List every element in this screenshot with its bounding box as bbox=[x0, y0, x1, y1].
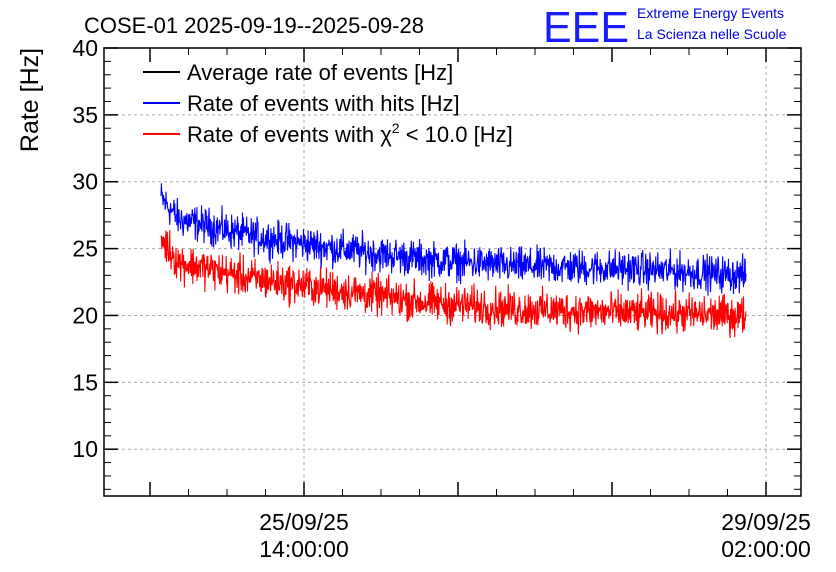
legend-label-hits: Rate of events with hits [Hz] bbox=[187, 91, 460, 116]
y-tick-labels: 10 15 20 25 30 35 40 bbox=[72, 35, 98, 462]
series-line bbox=[160, 230, 747, 338]
x-tick-label-date: 29/09/25 bbox=[721, 509, 811, 535]
legend-chi2-pre: Rate of events with bbox=[187, 122, 380, 147]
legend-label-average: Average rate of events [Hz] bbox=[187, 60, 453, 85]
chart-title: COSE-01 2025-09-19--2025-09-28 bbox=[84, 13, 424, 38]
series-line bbox=[160, 183, 747, 296]
x-tick-label-time: 14:00:00 bbox=[259, 536, 349, 562]
legend-chi2-symbol: χ bbox=[380, 122, 392, 147]
y-tick-label: 20 bbox=[72, 302, 98, 328]
x-tick-label-time: 02:00:00 bbox=[721, 536, 811, 562]
legend-label-chi2: Rate of events with χ2 < 10.0 [Hz] bbox=[187, 120, 513, 147]
logo-line2: La Scienza nelle Scuole bbox=[637, 26, 787, 42]
legend-chi2-sup: 2 bbox=[392, 120, 400, 136]
plot-frame bbox=[103, 47, 802, 497]
y-tick-label: 35 bbox=[72, 102, 98, 128]
y-tick-label: 40 bbox=[72, 35, 98, 61]
legend: Average rate of events [Hz] Rate of even… bbox=[143, 60, 513, 147]
y-tick-label: 30 bbox=[72, 169, 98, 195]
y-tick-label: 10 bbox=[72, 436, 98, 462]
logo-letters: EEE bbox=[543, 3, 629, 52]
logo-line1: Extreme Energy Events bbox=[637, 5, 784, 21]
eee-logo: EEE Extreme Energy Events La Scienza nel… bbox=[543, 3, 787, 52]
y-tick-label: 15 bbox=[72, 369, 98, 395]
series-layer bbox=[160, 183, 747, 338]
y-tick-label: 25 bbox=[72, 236, 98, 262]
axis-ticks bbox=[104, 47, 801, 496]
legend-chi2-post: < 10.0 [Hz] bbox=[400, 122, 513, 147]
x-tick-label-date: 25/09/25 bbox=[259, 509, 349, 535]
y-axis-label: Rate [Hz] bbox=[16, 48, 44, 152]
